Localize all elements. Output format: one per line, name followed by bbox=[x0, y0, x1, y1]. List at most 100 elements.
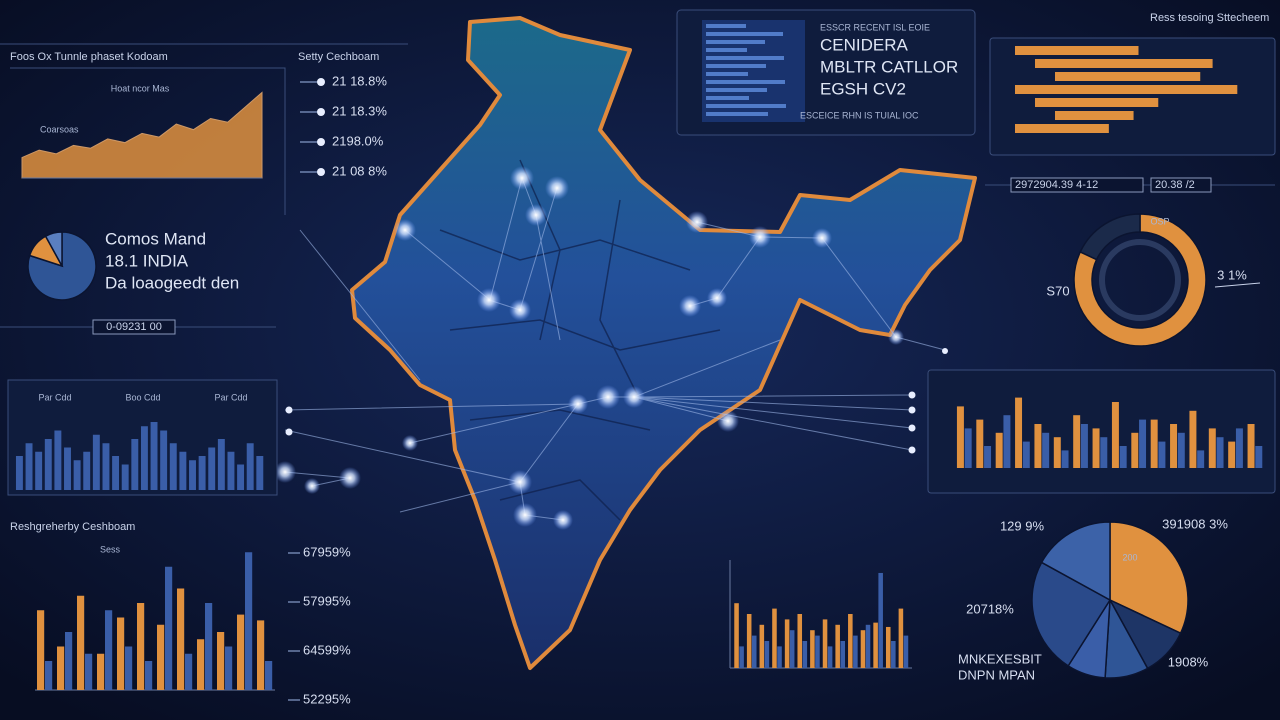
stripe bbox=[706, 112, 768, 116]
pie-slice bbox=[44, 231, 63, 267]
bar bbox=[1150, 419, 1158, 468]
pie-caption: Da loaogeedt den bbox=[105, 273, 239, 292]
bar bbox=[157, 624, 165, 690]
bar bbox=[1119, 446, 1127, 468]
bar bbox=[1055, 111, 1134, 120]
bar bbox=[984, 446, 992, 468]
tag-box bbox=[92, 319, 176, 335]
tag-text: 20.38 /2 bbox=[1155, 179, 1195, 191]
caption: ESSCR RECENT ISL EOIE bbox=[820, 22, 930, 32]
bar bbox=[1003, 415, 1011, 468]
bar bbox=[257, 620, 265, 690]
bar bbox=[885, 626, 891, 668]
stripe bbox=[706, 40, 765, 44]
bar bbox=[246, 443, 254, 490]
stripe bbox=[706, 56, 784, 60]
panel-title: Foos Ox Tunnle phaset Kodoam bbox=[10, 51, 168, 63]
bar bbox=[1034, 424, 1042, 468]
map bbox=[274, 16, 977, 670]
bar bbox=[1158, 441, 1166, 468]
bar bbox=[137, 603, 145, 690]
bar bbox=[102, 443, 110, 490]
bar bbox=[822, 619, 828, 668]
donut-label: 3 1% bbox=[1217, 267, 1247, 282]
bar bbox=[237, 464, 245, 490]
caption: ESCEICE RHN IS TUIAL IOC bbox=[800, 110, 919, 120]
bar bbox=[25, 443, 33, 490]
donut-label: S70 bbox=[1046, 283, 1069, 298]
pie-slice bbox=[1073, 213, 1207, 347]
bar bbox=[37, 610, 45, 690]
connector bbox=[1214, 282, 1261, 288]
bar bbox=[73, 460, 81, 490]
bar bbox=[83, 451, 91, 490]
bar bbox=[810, 630, 815, 668]
bar bbox=[198, 456, 206, 490]
bar bbox=[105, 610, 113, 690]
stripe bbox=[706, 64, 766, 68]
nodes bbox=[274, 166, 948, 530]
bar bbox=[840, 641, 846, 668]
bar bbox=[1235, 428, 1243, 468]
bullet bbox=[317, 138, 325, 146]
bar bbox=[873, 622, 878, 668]
panel-subtitle: Sess bbox=[100, 544, 121, 554]
bar bbox=[1092, 428, 1100, 468]
bar bbox=[878, 572, 883, 668]
bar bbox=[764, 641, 770, 668]
stripe bbox=[706, 88, 767, 92]
bar bbox=[1015, 397, 1023, 468]
bar bbox=[140, 426, 148, 490]
panel-label: Par Cdd bbox=[214, 392, 247, 402]
bar bbox=[751, 635, 757, 668]
stat-value: 52295% bbox=[303, 691, 351, 706]
pie-label: 391908 3% bbox=[1162, 516, 1228, 531]
bar bbox=[44, 439, 52, 490]
bar bbox=[1247, 424, 1255, 468]
bar bbox=[797, 614, 803, 668]
panel-label: Boo Cdd bbox=[125, 392, 160, 402]
panel-subtitle: Hoat ncor Mas bbox=[111, 83, 170, 93]
bar bbox=[54, 430, 62, 490]
bar bbox=[57, 646, 65, 690]
info-line: EGSH CV2 bbox=[820, 79, 906, 98]
tag-text: 0-09231 00 bbox=[106, 321, 162, 333]
pie-slice bbox=[1109, 521, 1189, 635]
bar bbox=[217, 632, 225, 690]
bar bbox=[197, 639, 205, 690]
bar bbox=[964, 428, 972, 468]
bar bbox=[256, 456, 264, 490]
bar bbox=[265, 661, 273, 690]
pie-label: 200 bbox=[1122, 552, 1137, 562]
bar bbox=[784, 619, 790, 668]
bar bbox=[208, 447, 216, 490]
bar bbox=[995, 432, 1003, 468]
bar bbox=[772, 608, 777, 668]
bar bbox=[1055, 72, 1201, 81]
bar bbox=[1170, 424, 1178, 468]
bar bbox=[131, 439, 139, 490]
bar bbox=[92, 434, 100, 490]
bar bbox=[160, 430, 168, 490]
donut-label: OSP bbox=[1150, 216, 1169, 226]
bar bbox=[1139, 419, 1147, 468]
bar bbox=[1022, 441, 1030, 468]
stat-value: 64599% bbox=[303, 642, 351, 657]
bullet bbox=[317, 108, 325, 116]
bar bbox=[1035, 98, 1159, 107]
stat-value: 21 08 8% bbox=[332, 163, 387, 178]
series-label: Coarsoas bbox=[40, 124, 79, 134]
state-borders bbox=[439, 159, 721, 521]
stat-value: 2198.0% bbox=[332, 133, 384, 148]
bullet bbox=[317, 78, 325, 86]
bar bbox=[1131, 432, 1139, 468]
bar bbox=[802, 641, 808, 668]
stripe bbox=[706, 96, 749, 100]
tag-box bbox=[1010, 177, 1144, 193]
bar bbox=[976, 419, 984, 468]
bar bbox=[746, 614, 752, 668]
bar bbox=[865, 624, 871, 668]
bar bbox=[169, 443, 177, 490]
pie-label: 1908% bbox=[1168, 654, 1209, 669]
